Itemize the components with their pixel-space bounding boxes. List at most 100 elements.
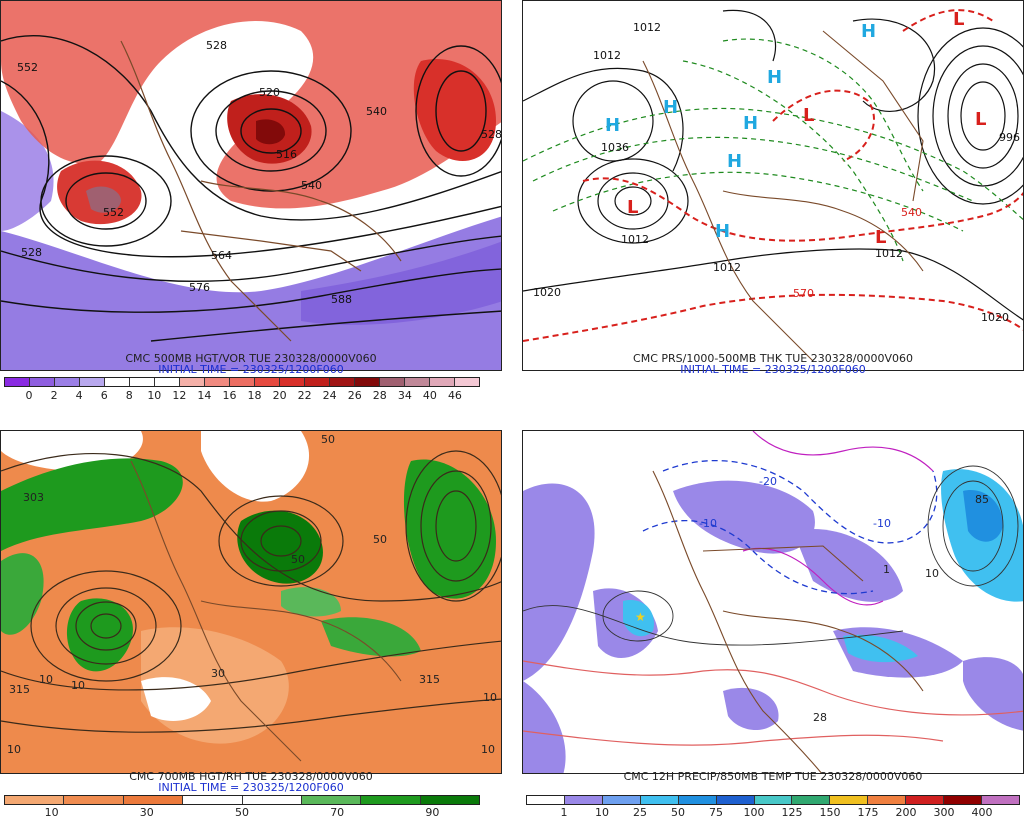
vorticity-low-region [301, 241, 501, 325]
contour-label: 516 [276, 148, 297, 161]
panel-500mb-hgt-vor: 552 520 540 528 516 540 528 564 576 588 … [0, 0, 502, 402]
moist-region [321, 617, 421, 657]
color-swatch [830, 796, 869, 804]
precip-region [723, 687, 779, 731]
panel-title: CMC PRS/1000-500MB THK TUE 230328/0000V0… [633, 352, 913, 365]
contour-label: 30 [211, 667, 225, 680]
color-scale-label: 10 [147, 389, 162, 402]
contour-label: 528 [481, 128, 502, 141]
panel-title: CMC 12H PRECIP/850MB TEMP TUE 230328/000… [623, 770, 923, 783]
contour-label: 28 [813, 711, 827, 724]
contour-label: 996 [999, 131, 1020, 144]
map-700mb: 303 315 10 10 10 50 50 10 315 10 50 30 [0, 430, 502, 774]
contour-label: -20 [759, 475, 777, 488]
color-swatch [80, 378, 105, 386]
color-swatch [301, 796, 362, 804]
color-scale-label: 22 [297, 389, 312, 402]
color-scale-label: 70 [330, 806, 345, 819]
contour-label: 10 [39, 673, 53, 686]
color-swatch [405, 378, 430, 386]
initial-time: INITIAL TIME = 230325/1200F060 [158, 781, 344, 794]
contour-label: 588 [331, 293, 352, 306]
high-pressure-center: H [715, 221, 730, 242]
moist-region [1, 458, 183, 551]
contour-label: 1 [883, 563, 890, 576]
color-swatch [105, 378, 130, 386]
color-scale-labels: 10 30 50 70 90 [4, 806, 480, 819]
color-swatch [602, 796, 641, 804]
contour-label: 1020 [981, 311, 1009, 324]
contour-label: -10 [699, 517, 717, 530]
contour-label: 540 [901, 206, 922, 219]
low-pressure-center: L [875, 227, 886, 248]
contour-label: 315 [9, 683, 30, 696]
contour-label: 1012 [593, 49, 621, 62]
contour-label: 50 [291, 553, 305, 566]
map-precip: -10 -10 -20 28 85 10 1 ★ [522, 430, 1024, 774]
contour-label: 85 [975, 493, 989, 506]
high-pressure-center: H [743, 113, 758, 134]
contour-label: 1012 [621, 233, 649, 246]
color-swatch [180, 378, 205, 386]
color-swatch [982, 796, 1019, 804]
color-scale-label: 25 [633, 806, 647, 819]
color-scale-label: 1 [560, 806, 568, 819]
color-scale-label: 90 [425, 806, 440, 819]
color-scale-label: 30 [139, 806, 154, 819]
contour-label: -10 [873, 517, 891, 530]
contour-label: 528 [21, 246, 42, 259]
vorticity-low-region [1, 216, 501, 370]
color-scale-label: 12 [172, 389, 187, 402]
color-scale-label: 20 [272, 389, 287, 402]
contour-label: 1012 [633, 21, 661, 34]
contour-label: 10 [481, 743, 495, 756]
color-swatch [527, 796, 565, 804]
high-pressure-center: H [861, 21, 876, 42]
color-scale-label: 10 [44, 806, 59, 819]
color-scale-label: 50 [235, 806, 249, 819]
color-swatch [155, 378, 180, 386]
contour-label: 1020 [533, 286, 561, 299]
color-scale-label: 400 [971, 806, 993, 819]
precip-region [843, 634, 918, 663]
color-scale-label: 28 [372, 389, 387, 402]
color-swatch [30, 378, 55, 386]
high-pressure-center: H [767, 67, 782, 88]
precip-region [523, 681, 566, 773]
star-marker: ★ [635, 610, 646, 624]
precip-region [963, 657, 1023, 731]
color-swatch [792, 796, 831, 804]
color-swatch [183, 796, 243, 804]
humidity-region [201, 431, 310, 502]
color-scale-bar [526, 795, 1020, 805]
contour-label: 552 [17, 61, 38, 74]
contour-label: 552 [103, 206, 124, 219]
color-swatch [255, 378, 280, 386]
color-swatch [640, 796, 679, 804]
contour-label: 576 [189, 281, 210, 294]
color-swatch [55, 378, 80, 386]
contour-label: 1012 [713, 261, 741, 274]
color-swatch [906, 796, 945, 804]
vorticity-core [86, 186, 121, 213]
color-swatch [355, 378, 380, 386]
map-500mb: 552 520 540 528 516 540 528 564 576 588 … [0, 0, 502, 371]
contour-label: 540 [301, 179, 322, 192]
color-swatch [380, 378, 405, 386]
precip-region [623, 600, 654, 637]
color-scale-label: 175 [857, 806, 879, 819]
contour-label: 50 [321, 433, 335, 446]
color-scale-label: 10 [595, 806, 609, 819]
color-scale-labels: 1 10 25 50 75 100 125 150 175 200 300 400 [526, 806, 1020, 819]
low-pressure-center: L [627, 197, 638, 218]
precip-region [963, 490, 1003, 542]
color-swatch [430, 378, 455, 386]
color-swatch [123, 796, 184, 804]
color-swatch [420, 796, 479, 804]
vorticity-core [256, 119, 286, 145]
color-scale-label: 46 [447, 389, 462, 402]
color-swatch [361, 796, 421, 804]
precip-region [673, 480, 815, 554]
panel-precip-temp: -10 -10 -20 28 85 10 1 ★ CMC 12H PRECIP/… [522, 430, 1024, 819]
high-pressure-center: H [605, 115, 620, 136]
